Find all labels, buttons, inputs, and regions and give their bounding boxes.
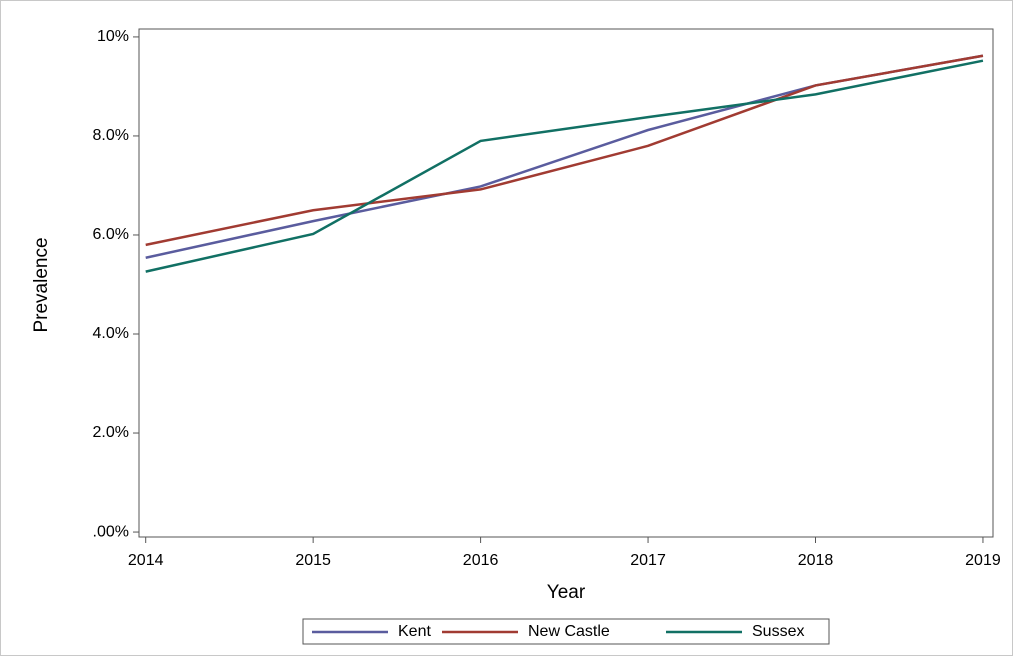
legend-label: Kent — [398, 623, 431, 640]
y-tick-label: 10% — [97, 28, 129, 45]
y-tick-label: 8.0% — [93, 127, 129, 144]
series-line — [145, 54, 984, 247]
x-tick-label: 2018 — [798, 552, 834, 569]
y-tick-label: 2.0% — [93, 424, 129, 441]
x-tick-label: 2019 — [965, 552, 1001, 569]
legend-label: New Castle — [528, 623, 610, 640]
x-tick-label: 2016 — [463, 552, 499, 569]
x-tick-label: 2014 — [128, 552, 164, 569]
legend-label: Sussex — [752, 623, 804, 640]
x-tick-label: 2015 — [295, 552, 331, 569]
x-axis-label: Year — [547, 582, 586, 603]
y-tick-label: 4.0% — [93, 325, 129, 342]
y-tick-label: 6.0% — [93, 226, 129, 243]
legend-frame — [302, 618, 830, 645]
x-tick-label: 2017 — [630, 552, 666, 569]
series-line — [145, 59, 984, 273]
y-axis-label: Prevalence — [31, 237, 52, 332]
plot-frame — [138, 28, 994, 538]
y-tick-label: .00% — [93, 523, 129, 540]
